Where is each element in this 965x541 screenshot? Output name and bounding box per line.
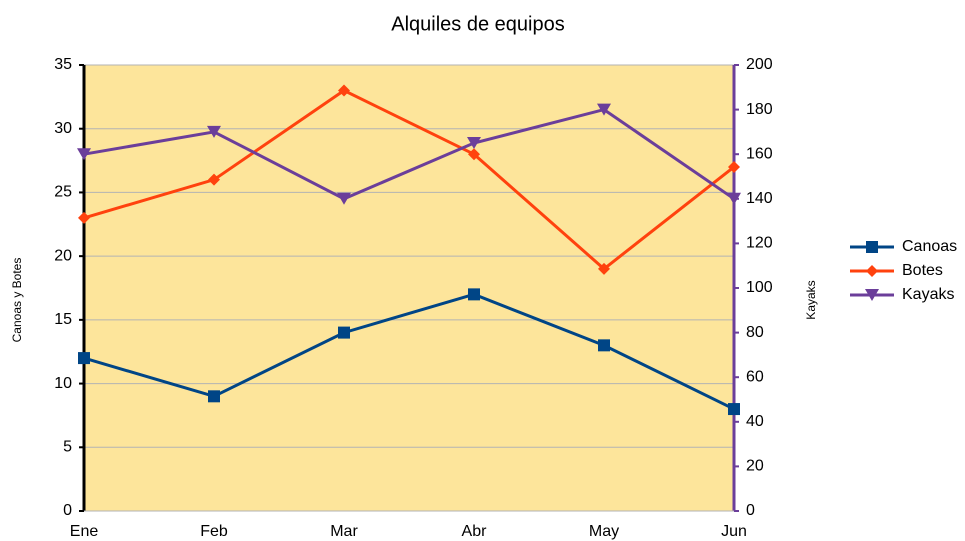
data-point (468, 148, 480, 161)
y2-tick-label: 20 (746, 458, 764, 475)
data-point (727, 192, 741, 205)
data-point (598, 339, 610, 352)
x-tick-label: Abr (462, 523, 488, 540)
legend-marker (866, 241, 878, 253)
data-point (468, 288, 480, 301)
data-point (207, 125, 221, 138)
series-line (83, 292, 735, 411)
legend-label: Kayaks (902, 286, 954, 303)
data-point (78, 211, 90, 224)
y2-tick-label: 60 (746, 368, 764, 385)
data-point (337, 192, 351, 205)
legend-marker (866, 265, 878, 277)
y2-tick-label: 100 (746, 279, 773, 296)
data-point (728, 160, 740, 173)
data-point (338, 326, 350, 339)
y2-tick-label: 160 (746, 145, 773, 162)
x-tick-label: Feb (200, 523, 228, 540)
y2-tick-label: 80 (746, 324, 764, 341)
x-tick-label: Ene (70, 523, 99, 540)
y-tick-label: 15 (54, 311, 72, 328)
data-point (467, 137, 481, 150)
y-tick-label: 30 (54, 120, 72, 137)
x-tick-label: Mar (330, 523, 358, 540)
data-point (338, 84, 350, 97)
data-point (208, 173, 220, 186)
y-tick-label: 35 (54, 56, 72, 73)
data-point (78, 352, 90, 365)
legend-marker (865, 289, 879, 301)
data-point (208, 390, 220, 403)
x-tick-label: May (589, 523, 619, 540)
y-tick-label: 20 (54, 247, 72, 264)
plot-area (84, 65, 734, 511)
data-point (77, 148, 91, 161)
x-tick-label: Jun (721, 523, 747, 540)
legend-label: Canoas (902, 238, 957, 255)
y2-tick-label: 140 (746, 190, 773, 207)
y2-tick-label: 40 (746, 413, 764, 430)
legend-label: Botes (902, 262, 943, 279)
data-point (597, 103, 611, 116)
y2-tick-label: 200 (746, 56, 773, 73)
y-tick-label: 10 (54, 375, 72, 392)
data-point (598, 262, 610, 275)
data-point (728, 403, 740, 416)
y-tick-label: 0 (63, 502, 72, 519)
series-line (83, 107, 735, 201)
y-tick-label: 5 (63, 439, 72, 456)
y2-tick-label: 120 (746, 235, 773, 252)
chart-title: Alquiles de equipos (391, 13, 564, 35)
series-line (83, 88, 735, 271)
y2-tick-label: 0 (746, 502, 755, 519)
y2-axis-title: Kayaks (804, 280, 818, 319)
y-tick-label: 25 (54, 184, 72, 201)
y-axis-title: Canoas y Botes (10, 258, 24, 343)
y2-tick-label: 180 (746, 101, 773, 118)
